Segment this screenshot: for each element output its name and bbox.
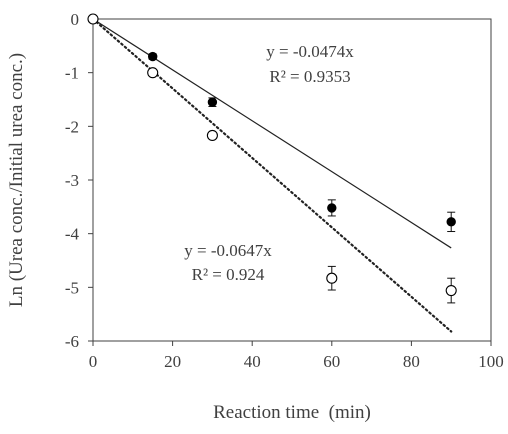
y-tick-label: -5 [65,278,79,297]
trendline-2 [91,17,453,333]
fit-r2-1: R² = 0.9353 [269,67,350,86]
data-point-series-1 [207,97,218,107]
y-tick-label: -1 [65,64,79,83]
data-point-series-2 [87,13,99,25]
x-tick-label: 80 [403,352,420,371]
x-tick-label: 60 [323,352,340,371]
data-point-series-2 [206,129,218,142]
axes: 0 20 40 60 80 100 0 -1 -2 -3 -4 -5 -6 [65,10,504,371]
y-axis-label: Ln (Urea conc./Initial urea conc.) [6,53,27,307]
data-point-series-2 [147,67,159,79]
x-tick-label: 0 [89,352,98,371]
data-point-series-1 [148,51,158,62]
annotations: y = -0.0474x R² = 0.9353 y = -0.0647x R²… [184,42,354,284]
y-tick-label: -4 [65,225,80,244]
data-point-series-1 [446,217,456,227]
y-tick-label: -6 [65,332,79,351]
fit-equation-1: y = -0.0474x [266,42,354,61]
y-tick-label: 0 [71,10,80,29]
y-tick-label: -3 [65,171,79,190]
data-point-series-2 [445,285,457,297]
x-tick-label: 20 [164,352,181,371]
trendlines [91,17,453,333]
fit-r2-2: R² = 0.924 [192,265,265,284]
x-tick-label: 100 [478,352,504,371]
y-tick-label: -2 [65,117,79,136]
x-axis-label: Reaction time (min) [213,402,371,423]
x-tick-label: 40 [244,352,261,371]
data-point-series-1 [327,203,337,213]
data-point-series-2 [326,272,338,284]
fit-equation-2: y = -0.0647x [184,241,272,260]
data-points [87,13,457,304]
